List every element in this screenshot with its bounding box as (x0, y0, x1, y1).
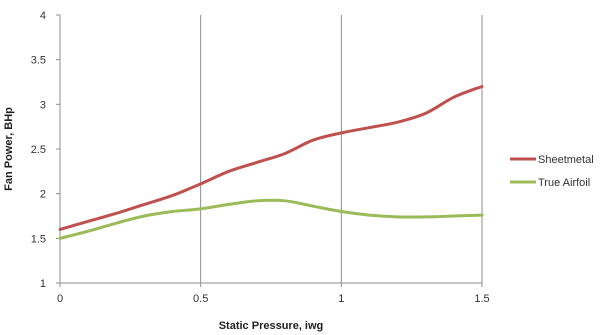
y-tick-label: 2 (40, 189, 46, 201)
x-tick-label: 1.5 (474, 293, 489, 305)
y-tick-label: 3 (40, 99, 46, 111)
series-line-true-airfoil (58, 198, 484, 240)
series-line-sheetmetal (58, 84, 484, 231)
x-tick-label: 0 (57, 293, 63, 305)
x-tick-label: 1 (338, 293, 344, 305)
x-axis-title: Static Pressure, iwg (219, 320, 324, 332)
x-tick-label: 0.5 (193, 293, 208, 305)
y-tick-label: 4 (40, 10, 46, 22)
legend-label-sheetmetal: Sheetmetal (538, 154, 594, 166)
y-axis-title: Fan Power, BHp (3, 107, 15, 191)
legend-label-true-airfoil: True Airfoil (538, 177, 590, 189)
y-tick-label: 1 (40, 278, 46, 290)
y-tick-label: 1.5 (31, 233, 46, 245)
y-tick-label: 2.5 (31, 144, 46, 156)
y-tick-label: 3.5 (31, 55, 46, 67)
